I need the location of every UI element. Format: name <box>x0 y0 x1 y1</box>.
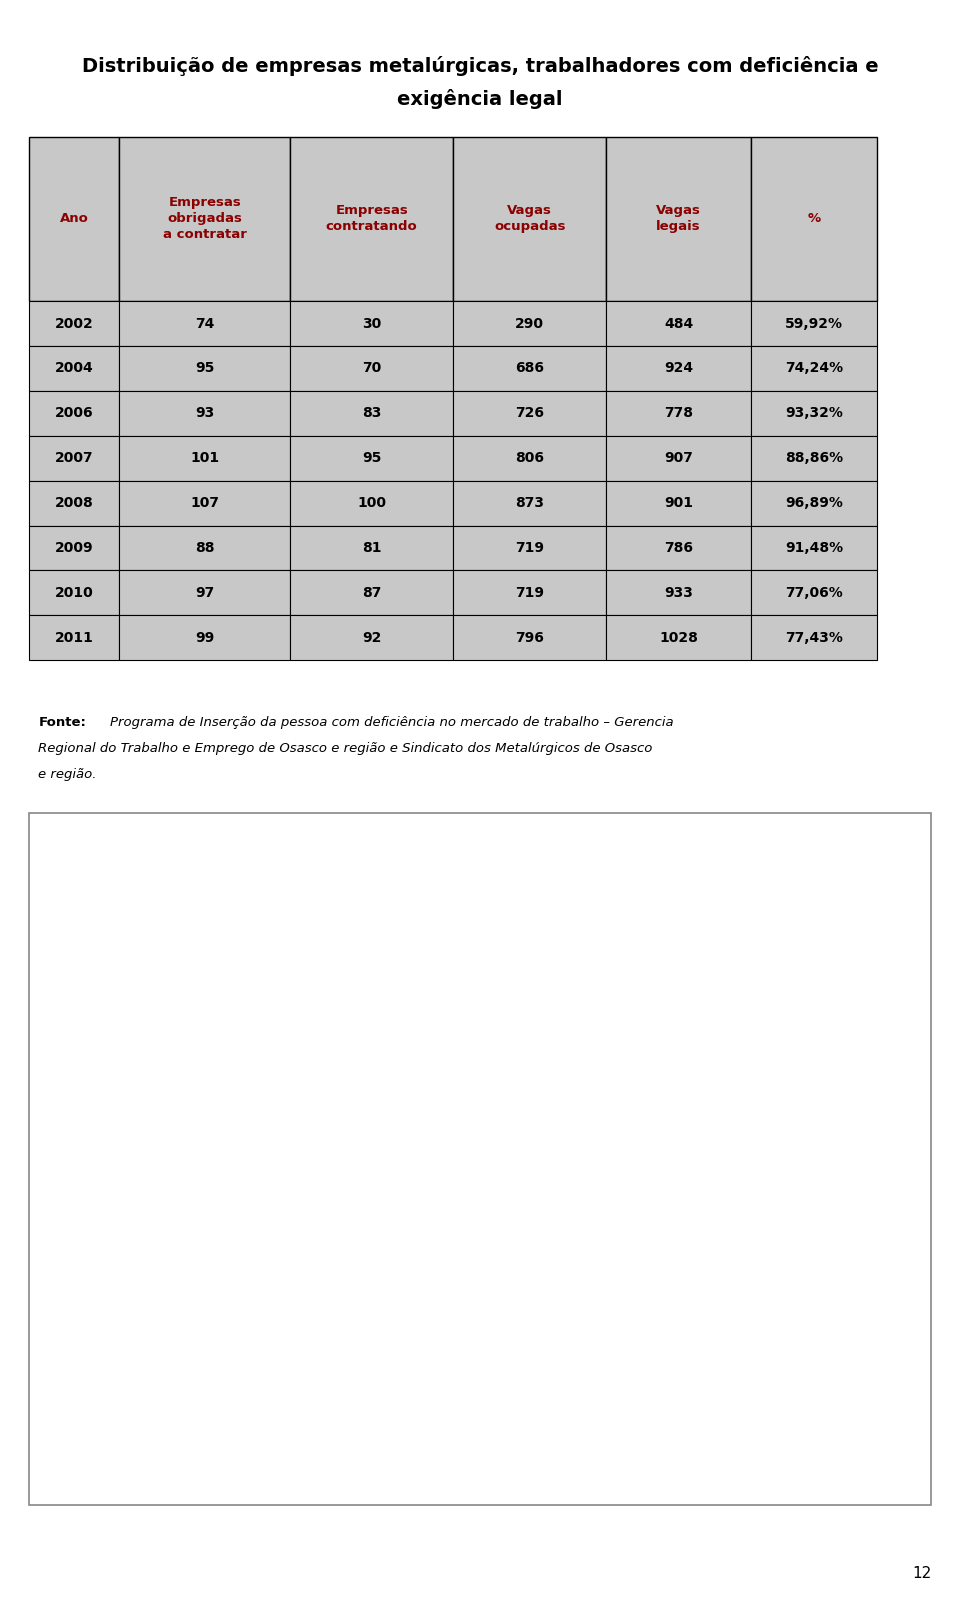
Text: 93: 93 <box>195 406 214 420</box>
Text: 30: 30 <box>362 317 381 330</box>
Text: Fonte:: Fonte: <box>38 716 86 729</box>
Text: 99: 99 <box>195 631 214 644</box>
Text: 95: 95 <box>362 451 381 465</box>
Text: 81: 81 <box>362 541 381 555</box>
Text: exigência legal: exigência legal <box>397 89 563 108</box>
Text: 107: 107 <box>190 496 219 510</box>
Text: 2002: 2002 <box>55 317 93 330</box>
Text: Empresas
obrigadas
a contratar: Empresas obrigadas a contratar <box>163 196 247 242</box>
Text: 91,48%: 91,48% <box>702 977 752 990</box>
Text: 786: 786 <box>664 541 693 555</box>
Text: 93,32%: 93,32% <box>785 406 843 420</box>
Text: 901: 901 <box>664 496 693 510</box>
Text: Vagas
legais: Vagas legais <box>656 204 701 233</box>
Text: 778: 778 <box>664 406 693 420</box>
Text: 77,43%: 77,43% <box>785 631 843 644</box>
Text: 2006: 2006 <box>55 406 93 420</box>
Y-axis label: Percentual de Cumprimento: Percentual de Cumprimento <box>36 1059 49 1227</box>
Text: 100: 100 <box>357 496 386 510</box>
Text: 2004: 2004 <box>55 361 93 375</box>
Text: e região.: e região. <box>38 768 97 781</box>
Text: 77,06%: 77,06% <box>785 586 843 601</box>
Text: Distribuição de empresas metalúrgicas, trabalhadores com deficiência e: Distribuição de empresas metalúrgicas, t… <box>82 56 878 76</box>
X-axis label: Ano: Ano <box>498 1446 524 1459</box>
Text: 70: 70 <box>362 361 381 375</box>
Text: 74: 74 <box>195 317 214 330</box>
Text: 806: 806 <box>516 451 544 465</box>
Text: 96,89%: 96,89% <box>559 953 609 966</box>
Text: 88,86%: 88,86% <box>487 1027 537 1040</box>
Text: 59,92%: 59,92% <box>785 317 843 330</box>
Text: 933: 933 <box>664 586 693 601</box>
Text: 88,86%: 88,86% <box>785 451 843 465</box>
Text: 2010: 2010 <box>55 586 93 601</box>
Text: 907: 907 <box>664 451 693 465</box>
Text: 83: 83 <box>362 406 381 420</box>
Text: 93,32%: 93,32% <box>416 969 465 982</box>
Text: 2011: 2011 <box>55 631 93 644</box>
Text: 2009: 2009 <box>55 541 93 555</box>
Text: 77,43%: 77,43% <box>860 1058 909 1071</box>
Text: 686: 686 <box>516 361 544 375</box>
Text: 74,24%: 74,24% <box>272 1056 321 1069</box>
Text: %: % <box>807 213 821 225</box>
Text: Vagas
ocupadas: Vagas ocupadas <box>493 204 565 233</box>
Text: 77,06%: 77,06% <box>704 1082 753 1095</box>
Text: 2008: 2008 <box>55 496 93 510</box>
Text: 290: 290 <box>516 317 544 330</box>
Text: 96,89%: 96,89% <box>785 496 843 510</box>
Text: 12: 12 <box>912 1567 931 1581</box>
Text: 87: 87 <box>362 586 381 601</box>
Text: Empresas
contratando: Empresas contratando <box>325 204 418 233</box>
Text: Ano: Ano <box>60 213 88 225</box>
Text: 91,48%: 91,48% <box>785 541 843 555</box>
Text: 719: 719 <box>516 586 544 601</box>
Text: 484: 484 <box>664 317 693 330</box>
Text: 2007: 2007 <box>55 451 93 465</box>
Text: 873: 873 <box>516 496 544 510</box>
Text: 95: 95 <box>195 361 214 375</box>
Text: 97: 97 <box>195 586 214 601</box>
Text: Regional do Trabalho e Emprego de Osasco e região e Sindicato dos Metalúrgicos d: Regional do Trabalho e Emprego de Osasco… <box>38 742 653 755</box>
Text: 1028: 1028 <box>660 631 698 644</box>
Text: 726: 726 <box>516 406 544 420</box>
Text: 74,24%: 74,24% <box>785 361 843 375</box>
Text: 59,92%: 59,92% <box>127 1158 177 1170</box>
Text: 796: 796 <box>516 631 544 644</box>
Text: 924: 924 <box>664 361 693 375</box>
Title: Índice Histórico do Cuprimento da Lei de Cotas: Índice Histórico do Cuprimento da Lei de… <box>339 845 684 863</box>
Text: 92: 92 <box>362 631 381 644</box>
Text: 719: 719 <box>516 541 544 555</box>
Text: Programa de Inserção da pessoa com deficiência no mercado de trabalho – Gerencia: Programa de Inserção da pessoa com defic… <box>110 716 674 729</box>
Text: 101: 101 <box>190 451 219 465</box>
Text: 88: 88 <box>195 541 214 555</box>
